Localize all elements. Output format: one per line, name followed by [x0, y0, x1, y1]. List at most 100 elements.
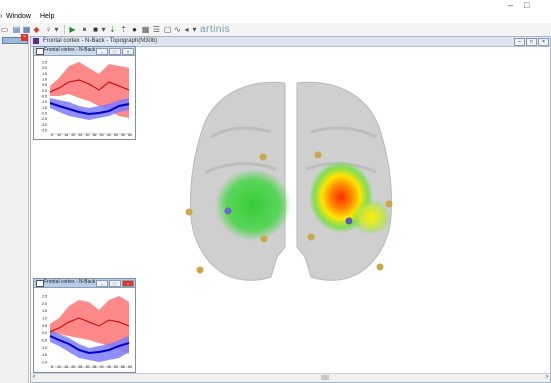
optode[interactable] [345, 217, 353, 225]
optode[interactable] [385, 200, 393, 208]
menu-window[interactable]: Window [6, 13, 31, 20]
optode[interactable] [185, 208, 193, 216]
maximize-button[interactable]: □ [524, 0, 530, 10]
y-tick-label: -0.5 [41, 95, 47, 99]
x-tick-label: 45 [107, 133, 111, 137]
signal-plot-2: 2.52.01.51.00.50.0-0.5-1.0-1.5-2.0 51015… [41, 295, 132, 369]
color-icon[interactable]: ◆ [33, 25, 40, 34]
x-tick-label: 40 [100, 133, 104, 137]
y-tick-label: 2.5 [42, 295, 47, 299]
x-tick-label: 5 [51, 133, 53, 137]
grid-icon[interactable]: ▦ [22, 25, 31, 34]
y-tick-label: 0.0 [42, 331, 47, 335]
x-tick-label: 60 [128, 133, 132, 137]
stop-dropdown-icon[interactable]: ▾ [101, 25, 106, 34]
signal-subwindow-2[interactable]: Frontal cortex - N-Back - ... – □ × 2.5 2… [33, 278, 136, 373]
x-tick-label: 30 [86, 133, 90, 137]
x-tick-label: 35 [93, 133, 97, 137]
x-tick-label: 10 [57, 133, 61, 137]
close-icon[interactable]: × [21, 34, 28, 41]
y-tick-label: 1.5 [42, 72, 47, 76]
optode[interactable] [376, 263, 384, 271]
window-maximize-button[interactable]: □ [526, 38, 537, 46]
left-panel: × [0, 34, 29, 383]
deoxy-mean-line [49, 102, 130, 116]
table-icon[interactable]: ▦ [141, 25, 150, 34]
optode[interactable] [307, 233, 315, 241]
activation-left [215, 169, 291, 241]
subwindow-2-titlebar: Frontal cortex - N-Back - ... – □ × [34, 279, 135, 288]
marker-icon[interactable]: ⇣ [109, 25, 116, 34]
pause-icon[interactable]: ⏸ [82, 25, 87, 34]
y-tick-label: 1.0 [42, 78, 47, 82]
window-minimize-button[interactable]: – [514, 38, 525, 46]
y-tick-label: -0.5 [41, 339, 47, 343]
x-tick-label: 20 [71, 133, 75, 137]
event-icon[interactable]: ⇡ [120, 25, 127, 34]
stop-icon[interactable]: ■ [93, 25, 98, 34]
window-icon[interactable]: ▢ [163, 25, 172, 34]
subwindow-2-title: Frontal cortex - N-Back - ... [44, 279, 105, 285]
subwindow-icon [36, 48, 44, 55]
subwindow-maximize-button[interactable]: □ [109, 280, 121, 287]
window-close-button[interactable]: × [538, 38, 549, 46]
oxy-mean-line [49, 79, 130, 93]
signal-subwindow-1[interactable]: Frontal cortex - N-Back - ... – □ × 2.5 2… [33, 46, 136, 140]
subwindow-minimize-button[interactable]: – [96, 280, 108, 287]
y-tick-label: -1.5 [41, 353, 47, 357]
oxy-mean-line [49, 317, 130, 333]
scroll-left-icon[interactable]: ‹ [33, 374, 35, 380]
signal-plot-1: 2.52.0 1.5 1.00.5 0.0 -0.5-1.0 -1.5 -2.0-2.5 -3… [41, 61, 132, 137]
wizard-icon[interactable]: ♀ [45, 25, 52, 34]
y-tick-label: -3.5 [41, 129, 47, 133]
subwindow-maximize-button[interactable]: □ [109, 48, 121, 55]
play-icon[interactable]: ▶ [69, 25, 76, 34]
horizontal-scrollbar[interactable]: ‹ › [31, 373, 550, 382]
y-tick-label: 1.5 [42, 309, 47, 313]
deoxy-mean-line [49, 335, 130, 355]
y-tick-label: 2.5 [42, 61, 47, 65]
sound-icon[interactable]: ◂ [184, 25, 189, 34]
list-icon[interactable]: ☰ [152, 25, 161, 34]
scroll-right-icon[interactable]: › [546, 374, 548, 380]
optode[interactable] [314, 151, 322, 159]
x-tick-label: 15 [64, 133, 68, 137]
toolbar: ▭ ▤ ▦ ◆ ♀ ▾ ▶ ⏸ ■ ▾ ⇣ ⇡ ● ▦ ☰ ▢ ∿ ◂ ▾ ar… [0, 23, 551, 37]
activation-right-lateral [351, 199, 391, 235]
brain-topograph[interactable] [181, 77, 401, 287]
subwindow-1-titlebar: Frontal cortex - N-Back - ... – □ × [34, 47, 135, 56]
y-tick-label: -1.0 [41, 346, 47, 350]
optode[interactable] [260, 235, 268, 243]
y-tick-label: 2.0 [42, 302, 47, 306]
menu-chevron-icon[interactable]: › [0, 13, 3, 20]
minimize-button[interactable]: – [508, 0, 514, 10]
title-bar: – □ [0, 0, 551, 12]
brand-logo: artinis [200, 24, 231, 35]
subwindow-close-button[interactable]: × [122, 280, 134, 287]
menu-help[interactable]: Help [40, 13, 55, 20]
chart-icon[interactable]: ∿ [174, 25, 181, 34]
record-icon[interactable]: ● [132, 25, 137, 34]
dropdown-icon[interactable]: ▾ [54, 25, 59, 34]
y-tick-label: -2.0 [41, 361, 47, 365]
y-tick-label: -1.5 [41, 106, 47, 110]
scroll-thumb[interactable] [321, 375, 329, 380]
optode[interactable] [259, 153, 267, 161]
topograph-window: Frontal cortex - N-Back - Topograph(M30b… [30, 36, 551, 383]
open-file-icon[interactable]: ▭ [0, 25, 9, 34]
subwindow-close-button[interactable]: × [122, 48, 134, 55]
y-tick-label: 1.0 [42, 317, 47, 321]
optode[interactable] [196, 266, 204, 274]
gyri-shading [205, 126, 377, 174]
oxy-confidence-band [50, 296, 129, 354]
y-tick-label: 0.5 [42, 324, 47, 328]
subwindow-1-title: Frontal cortex - N-Back - ... [44, 47, 105, 53]
subwindow-minimize-button[interactable]: – [96, 48, 108, 55]
deoxy-confidence-band [50, 98, 129, 120]
layout-icon[interactable]: ▤ [12, 25, 21, 34]
optode[interactable] [224, 207, 232, 215]
toolbar-separator [64, 25, 65, 34]
y-tick-label: 0.0 [42, 89, 47, 93]
x-tick-label: 55 [121, 133, 125, 137]
sound-dropdown-icon[interactable]: ▾ [192, 25, 197, 34]
